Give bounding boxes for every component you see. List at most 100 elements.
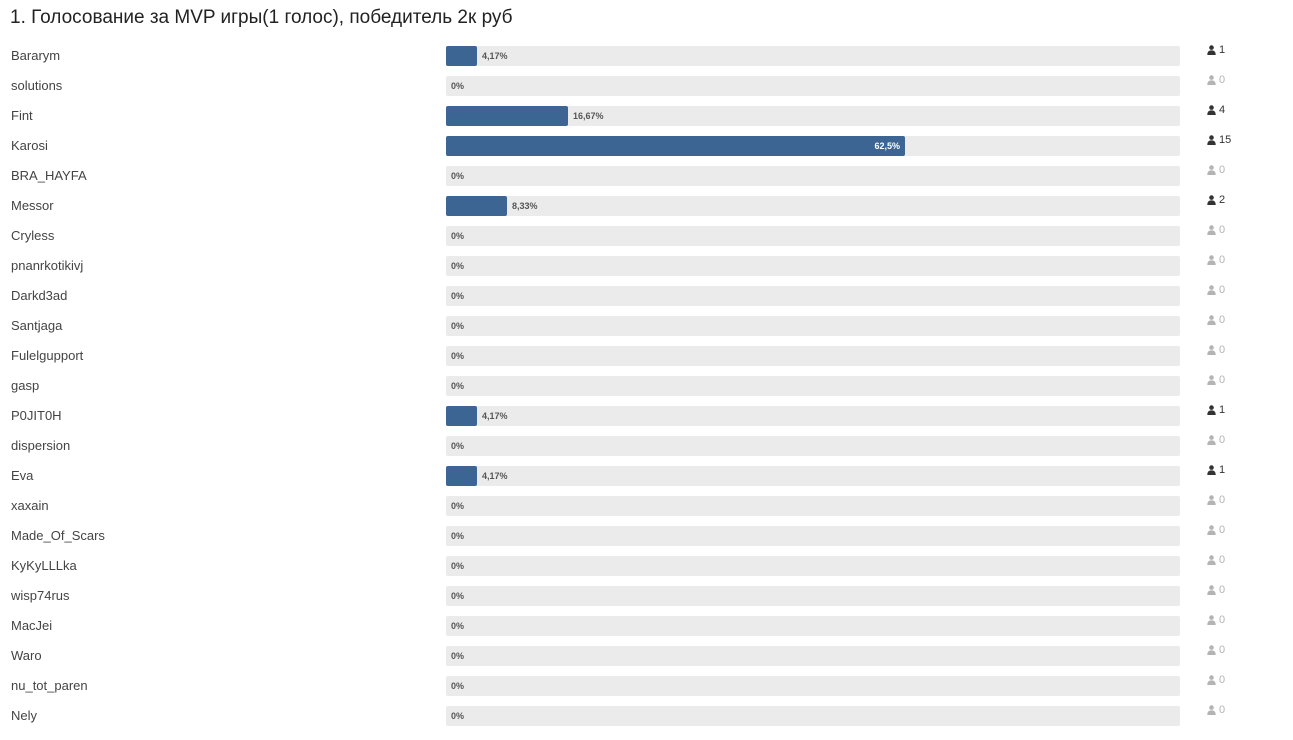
poll-option-percent: 0% [451, 381, 465, 391]
poll-option-vote-count: 0 [1219, 224, 1226, 236]
poll-option-row[interactable]: solutions 0% 0 [0, 70, 1293, 100]
poll-option-bar[interactable]: 0% [446, 286, 1180, 306]
poll-option-bar[interactable]: 0% [446, 676, 1180, 696]
poll-option-votes[interactable]: 0 [1207, 494, 1225, 506]
poll-option-votes[interactable]: 0 [1207, 74, 1225, 86]
poll-option-votes[interactable]: 0 [1207, 344, 1225, 356]
poll-option-bar[interactable]: 62,5% [446, 136, 1180, 156]
poll-option-bar[interactable]: 0% [446, 646, 1180, 666]
user-icon [1207, 345, 1216, 355]
poll-option-row[interactable]: Fint 16,67% 4 [0, 100, 1293, 130]
poll-option-row[interactable]: gasp 0% 0 [0, 370, 1293, 400]
poll-option-bar[interactable]: 0% [446, 76, 1180, 96]
poll-option-row[interactable]: Nely 0% 0 [0, 700, 1293, 730]
poll-option-bar[interactable]: 0% [446, 436, 1180, 456]
poll-option-percent: 62,5% [874, 141, 900, 151]
poll-option-name: P0JIT0H [11, 408, 62, 423]
poll-option-vote-count: 0 [1219, 314, 1226, 326]
poll-option-bar[interactable]: 0% [446, 376, 1180, 396]
poll-option-bar[interactable]: 0% [446, 706, 1180, 726]
poll-option-name: dispersion [11, 438, 71, 453]
poll-option-votes[interactable]: 0 [1207, 674, 1225, 686]
poll-option-bar[interactable]: 0% [446, 526, 1180, 546]
poll-option-percent: 0% [451, 291, 465, 301]
poll-option-bar[interactable]: 0% [446, 226, 1180, 246]
poll-option-name: Cryless [11, 228, 55, 243]
poll-option-percent: 0% [451, 501, 465, 511]
poll-option-bar[interactable]: 0% [446, 496, 1180, 516]
poll-option-row[interactable]: P0JIT0H 4,17% 1 [0, 400, 1293, 430]
poll-option-row[interactable]: Darkd3ad 0% 0 [0, 280, 1293, 310]
user-icon [1207, 105, 1216, 115]
poll-option-votes[interactable]: 0 [1207, 584, 1225, 596]
poll-option-bar[interactable]: 16,67% [446, 106, 1180, 126]
user-icon [1207, 285, 1216, 295]
poll-option-row[interactable]: Santjaga 0% 0 [0, 310, 1293, 340]
poll-option-votes[interactable]: 0 [1207, 524, 1225, 536]
poll-option-row[interactable]: wisp74rus 0% 0 [0, 580, 1293, 610]
poll-option-row[interactable]: Cryless 0% 0 [0, 220, 1293, 250]
poll-option-bar[interactable]: 8,33% [446, 196, 1180, 216]
poll-option-votes[interactable]: 0 [1207, 224, 1225, 236]
poll-option-percent: 0% [451, 261, 465, 271]
poll-option-vote-count: 0 [1219, 554, 1226, 566]
poll-option-bar[interactable]: 0% [446, 556, 1180, 576]
poll-option-name: solutions [11, 78, 63, 93]
poll-option-percent: 0% [451, 81, 465, 91]
poll-option-name: nu_tot_paren [11, 678, 88, 693]
poll-option-row[interactable]: Eva 4,17% 1 [0, 460, 1293, 490]
poll-option-votes[interactable]: 0 [1207, 254, 1225, 266]
user-icon [1207, 225, 1216, 235]
user-icon [1207, 435, 1216, 445]
poll-option-row[interactable]: Karosi 62,5% 15 [0, 130, 1293, 160]
poll-option-percent: 4,17% [482, 471, 508, 481]
poll-option-row[interactable]: KyKyLLLka 0% 0 [0, 550, 1293, 580]
poll-option-votes[interactable]: 15 [1207, 134, 1231, 146]
poll-option-votes[interactable]: 1 [1207, 44, 1225, 56]
poll-option-bar[interactable]: 4,17% [446, 46, 1180, 66]
poll-option-vote-count: 0 [1219, 674, 1226, 686]
poll-option-votes[interactable]: 0 [1207, 614, 1225, 626]
poll-option-vote-count: 0 [1219, 284, 1226, 296]
poll-option-row[interactable]: xaxain 0% 0 [0, 490, 1293, 520]
poll-option-row[interactable]: dispersion 0% 0 [0, 430, 1293, 460]
poll-option-bar[interactable]: 4,17% [446, 466, 1180, 486]
poll-option-row[interactable]: Waro 0% 0 [0, 640, 1293, 670]
poll-option-row[interactable]: Fulelgupport 0% 0 [0, 340, 1293, 370]
poll-option-votes[interactable]: 0 [1207, 554, 1225, 566]
poll-option-bar[interactable]: 0% [446, 616, 1180, 636]
poll-option-row[interactable]: MacJei 0% 0 [0, 610, 1293, 640]
poll-option-votes[interactable]: 0 [1207, 314, 1225, 326]
poll-option-votes[interactable]: 0 [1207, 644, 1225, 656]
poll-option-votes[interactable]: 2 [1207, 194, 1225, 206]
poll-option-votes[interactable]: 0 [1207, 434, 1225, 446]
poll-option-votes[interactable]: 4 [1207, 104, 1225, 116]
poll-option-bar[interactable]: 0% [446, 316, 1180, 336]
poll-option-bar[interactable]: 0% [446, 166, 1180, 186]
poll-option-bar-fill [446, 46, 477, 66]
poll-option-row[interactable]: Made_Of_Scars 0% 0 [0, 520, 1293, 550]
poll-option-vote-count: 0 [1219, 584, 1226, 596]
poll-option-vote-count: 0 [1219, 164, 1226, 176]
poll-option-row[interactable]: nu_tot_paren 0% 0 [0, 670, 1293, 700]
poll-option-row[interactable]: Bararym 4,17% 1 [0, 40, 1293, 70]
poll-option-votes[interactable]: 1 [1207, 464, 1225, 476]
poll-option-row[interactable]: pnanrkotikivj 0% 0 [0, 250, 1293, 280]
poll-option-bar[interactable]: 0% [446, 256, 1180, 276]
poll-option-name: gasp [11, 378, 40, 393]
poll-option-votes[interactable]: 0 [1207, 284, 1225, 296]
poll-option-bar[interactable]: 4,17% [446, 406, 1180, 426]
poll-option-bar[interactable]: 0% [446, 346, 1180, 366]
poll-option-vote-count: 4 [1219, 104, 1226, 116]
poll-option-bar[interactable]: 0% [446, 586, 1180, 606]
poll-option-votes[interactable]: 0 [1207, 374, 1225, 386]
poll-option-votes[interactable]: 1 [1207, 404, 1225, 416]
poll-option-vote-count: 1 [1219, 44, 1226, 56]
poll-option-row[interactable]: BRA_HAYFA 0% 0 [0, 160, 1293, 190]
poll-option-row[interactable]: Messor 8,33% 2 [0, 190, 1293, 220]
poll-option-votes[interactable]: 0 [1207, 164, 1225, 176]
user-icon [1207, 645, 1216, 655]
user-icon [1207, 375, 1216, 385]
poll-option-votes[interactable]: 0 [1207, 704, 1225, 716]
poll-option-bar-fill [446, 466, 477, 486]
